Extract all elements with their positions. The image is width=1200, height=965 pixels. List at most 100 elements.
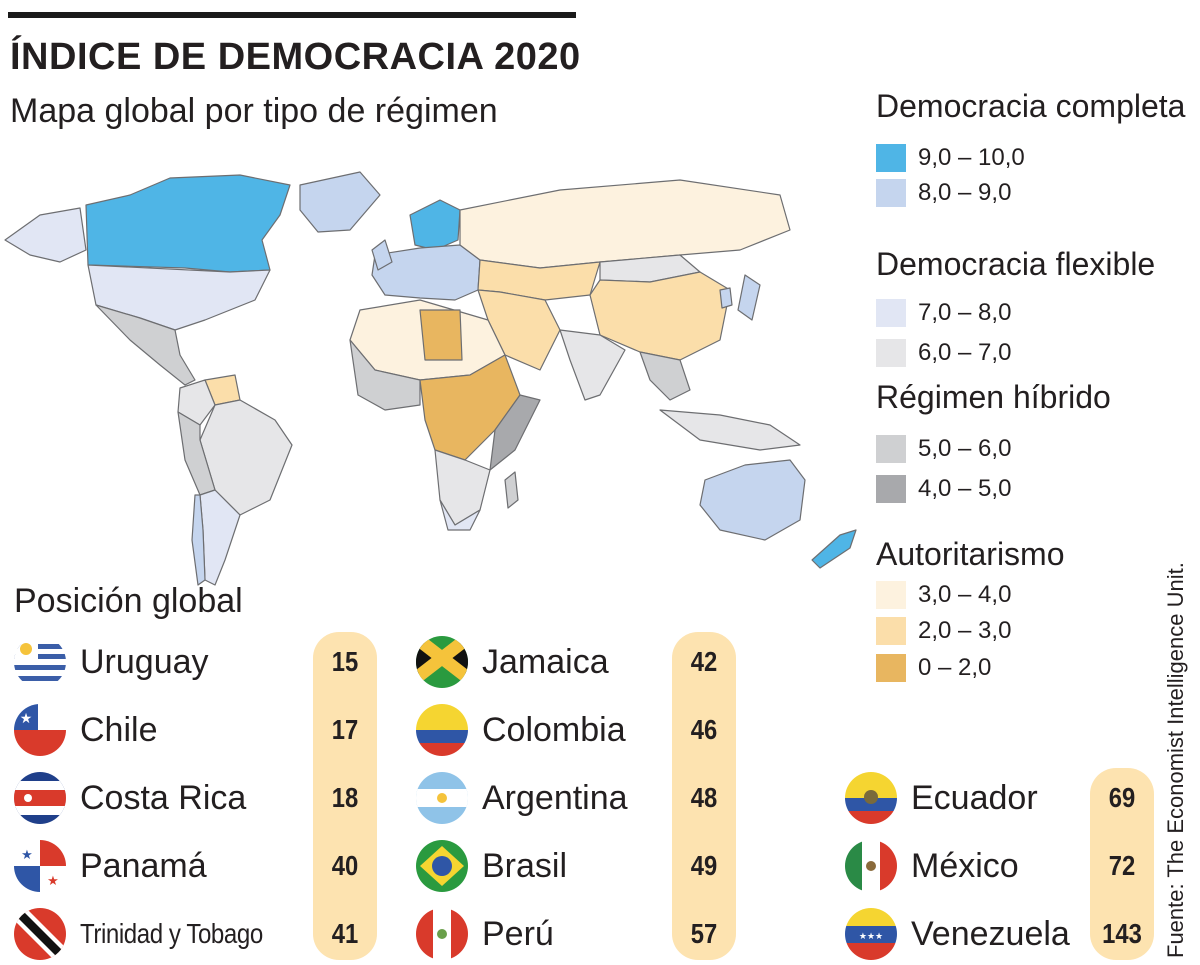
map-madagascar: [504, 471, 519, 509]
country-row-costa-rica: Costa Rica: [14, 770, 246, 826]
top-rule: [8, 12, 576, 18]
legend-swatch: [876, 299, 906, 327]
country-row-uruguay: Uruguay: [14, 634, 209, 690]
legend-heading-hybrid-regime: Régimen híbrido: [876, 379, 1111, 415]
country-name: Ecuador: [911, 778, 1038, 817]
mexico-flag-icon: [845, 840, 897, 892]
panama-flag-icon: ★ ★: [14, 840, 66, 892]
uruguay-flag-icon: [14, 636, 66, 688]
legend-swatch: [876, 435, 906, 463]
legend-item: 6,0 – 7,0: [876, 338, 1011, 368]
legend-swatch: [876, 581, 906, 609]
legend-label: 6,0 – 7,0: [918, 339, 1012, 366]
rank-value: 69: [1108, 782, 1136, 813]
country-name: México: [911, 846, 1019, 885]
rank-value: 17: [331, 714, 359, 745]
legend-item: 5,0 – 6,0: [876, 434, 1011, 464]
country-name: Chile: [80, 710, 158, 749]
legend-item: 2,0 – 3,0: [876, 616, 1011, 646]
map-india: [559, 329, 626, 401]
svg-text:★: ★: [20, 710, 33, 726]
svg-text:★: ★: [21, 847, 33, 862]
legend-label: 3,0 – 4,0: [918, 581, 1012, 608]
rank-value: 72: [1108, 850, 1136, 881]
legend-heading-flawed-democracy: Democracia flexible: [876, 246, 1156, 282]
country-row-ecuador: Ecuador: [845, 770, 1038, 826]
country-row-panama: ★ ★ Panamá: [14, 838, 207, 894]
country-row-jamaica: Jamaica: [416, 634, 609, 690]
legend-heading-full-democracy: Democracia completa: [876, 88, 1186, 124]
country-row-mexico: México: [845, 838, 1019, 894]
rank-column-bg: [1090, 768, 1154, 960]
country-name: Perú: [482, 914, 554, 953]
brazil-flag-icon: [416, 840, 468, 892]
argentina-flag-icon: [416, 772, 468, 824]
venezuela-flag-icon: ★★★: [845, 908, 897, 960]
chile-flag-icon: ★: [14, 704, 66, 756]
svg-text:★: ★: [47, 873, 59, 888]
legend-item: 9,0 – 10,0: [876, 143, 1025, 173]
map-alaska: [4, 207, 87, 263]
map-japan: [737, 274, 761, 321]
map-korea: [719, 287, 733, 309]
legend-label: 7,0 – 8,0: [918, 299, 1012, 326]
legend-item: 4,0 – 5,0: [876, 474, 1011, 504]
map-se-asia: [639, 351, 691, 401]
map-south-africa: [439, 499, 481, 531]
ecuador-flag-icon: [845, 772, 897, 824]
country-name: Colombia: [482, 710, 626, 749]
country-row-trinidad: Trinidad y Tobago: [14, 906, 293, 962]
country-row-chile: ★ Chile: [14, 702, 157, 758]
legend-swatch: [876, 475, 906, 503]
source-note: Fuente: The Economist Intelligence Unit.: [1163, 562, 1188, 958]
colombia-flag-icon: [416, 704, 468, 756]
legend-item: 3,0 – 4,0: [876, 580, 1011, 610]
rank-value: 48: [690, 782, 718, 813]
costa-rica-flag-icon: [14, 772, 66, 824]
legend-label: 9,0 – 10,0: [918, 144, 1025, 171]
jamaica-flag-icon: [416, 636, 468, 688]
legend-item: 0 – 2,0: [876, 653, 991, 683]
country-name: Costa Rica: [80, 778, 247, 817]
ranking-title: Posición global: [14, 582, 243, 620]
map-china: [589, 271, 731, 361]
country-name: Brasil: [482, 846, 568, 885]
legend-swatch: [876, 179, 906, 207]
legend-label: 8,0 – 9,0: [918, 179, 1012, 206]
trinidad-flag-icon: [14, 908, 66, 960]
country-row-argentina: Argentina: [416, 770, 628, 826]
world-map: [4, 171, 857, 586]
rank-column-bg: [313, 632, 377, 960]
rank-value: 42: [690, 646, 718, 677]
map-uk: [371, 239, 393, 271]
map-new-zealand: [811, 529, 857, 569]
map-libya: [419, 309, 463, 361]
page-title: ÍNDICE DE DEMOCRACIA 2020: [10, 36, 581, 78]
map-europe: [371, 244, 481, 301]
country-row-colombia: Colombia: [416, 702, 626, 758]
map-mexico: [95, 304, 196, 386]
legend-swatch: [876, 339, 906, 367]
map-scandinavia: [409, 199, 461, 251]
legend-swatch: [876, 617, 906, 645]
page-subtitle: Mapa global por tipo de régimen: [10, 92, 498, 130]
map-west-africa: [349, 339, 421, 411]
legend-label: 4,0 – 5,0: [918, 475, 1012, 502]
legend-item: 8,0 – 9,0: [876, 178, 1011, 208]
legend-label: 0 – 2,0: [918, 654, 992, 681]
legend-item: 7,0 – 8,0: [876, 298, 1011, 328]
peru-flag-icon: [416, 908, 468, 960]
rank-value: 46: [690, 714, 718, 745]
legend-heading-authoritarian: Autoritarismo: [876, 536, 1065, 572]
country-name: Jamaica: [482, 642, 609, 681]
rank-value: 57: [690, 918, 718, 949]
legend-swatch: [876, 144, 906, 172]
map-canada: [85, 174, 291, 273]
map-indonesia: [659, 409, 801, 451]
country-row-brazil: Brasil: [416, 838, 567, 894]
map-colombia: [177, 379, 216, 426]
rank-value: 40: [331, 850, 359, 881]
rank-value: 18: [331, 782, 359, 813]
svg-text:★★★: ★★★: [859, 931, 883, 941]
legend-swatch: [876, 654, 906, 682]
